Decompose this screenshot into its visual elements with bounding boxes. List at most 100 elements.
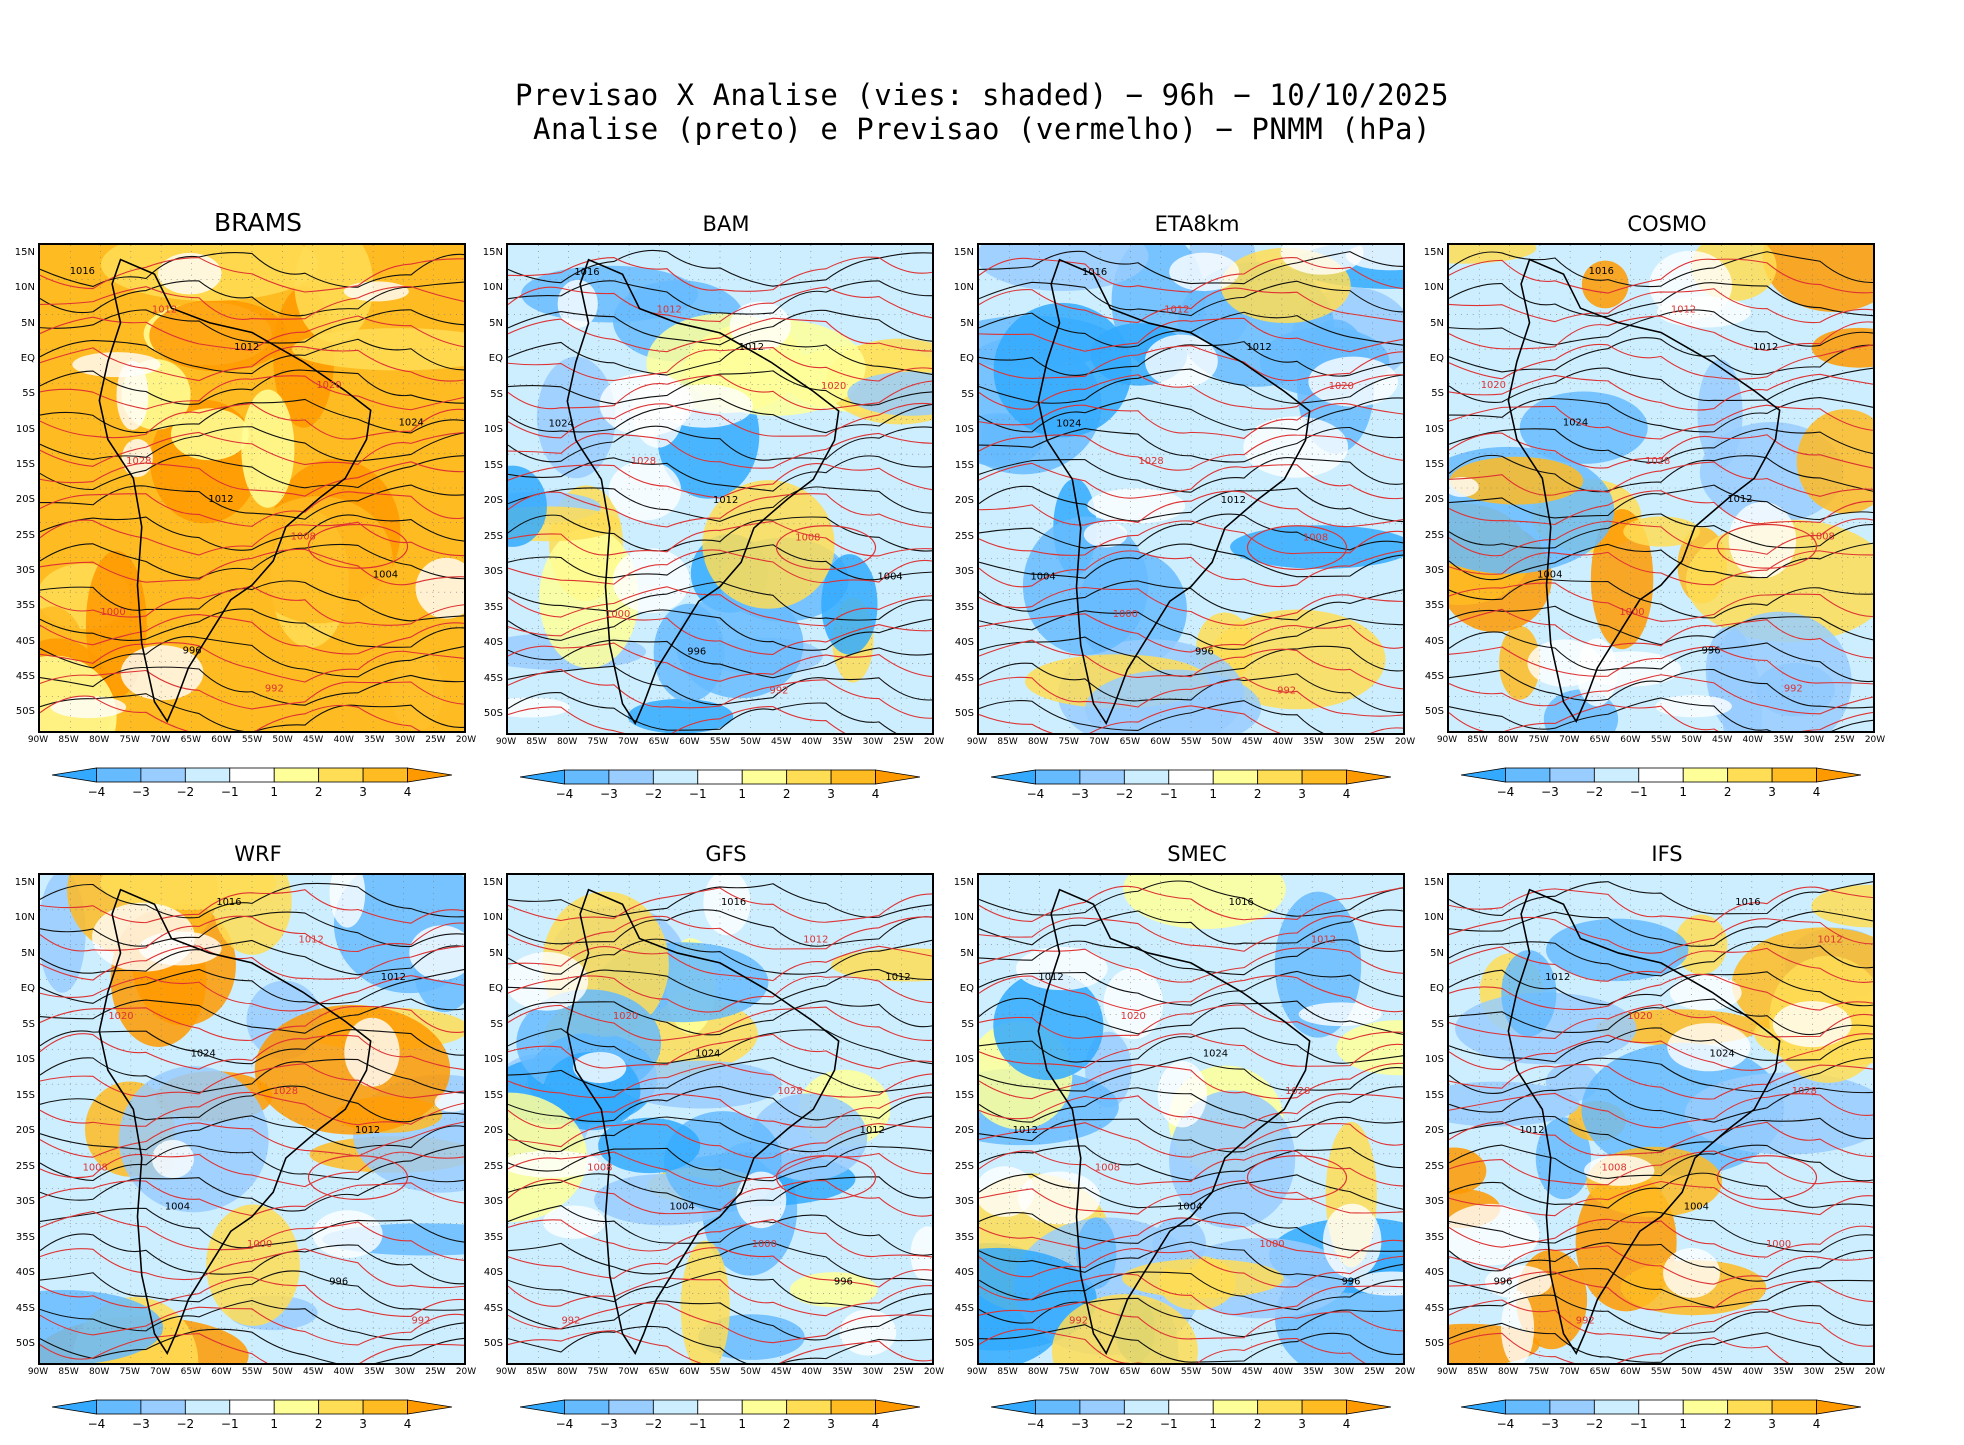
forecast-isobar bbox=[508, 1062, 932, 1099]
isobar-label: 1024 bbox=[191, 1049, 216, 1060]
colorbar-swatch bbox=[1079, 1399, 1125, 1415]
isobar-label: 992 bbox=[561, 1315, 580, 1326]
isobar-label: 1028 bbox=[126, 456, 151, 467]
forecast-isobar bbox=[508, 668, 932, 719]
lat-tick-label: 25S bbox=[15, 529, 35, 541]
forecast-isobar bbox=[508, 317, 932, 353]
lon-tick-label: 50W bbox=[740, 1367, 761, 1377]
forecast-isobar bbox=[40, 1033, 464, 1071]
lon-tick-label: 45W bbox=[302, 1367, 324, 1377]
lat-tick-label: EQ bbox=[1429, 983, 1444, 995]
colorbar-label: 2 bbox=[782, 1417, 791, 1431]
forecast-isobar bbox=[1449, 1121, 1873, 1158]
lon-tick-label: 40W bbox=[333, 735, 354, 745]
isobar-label: 1008 bbox=[587, 1163, 612, 1174]
colorbar-swatch bbox=[52, 1399, 97, 1415]
isobar-label: 996 bbox=[1702, 646, 1721, 657]
analysis-isobar bbox=[40, 514, 464, 551]
bias-blob bbox=[294, 245, 374, 343]
colorbar-label: −2 bbox=[1585, 1417, 1604, 1431]
analysis-isobar bbox=[508, 1028, 932, 1065]
colorbar-label: −1 bbox=[220, 1417, 239, 1431]
forecast-isobar bbox=[1449, 916, 1873, 954]
continent-outline bbox=[1507, 888, 1781, 1355]
colorbar-label: −2 bbox=[1115, 1417, 1134, 1431]
lat-tick-label: 40S bbox=[954, 637, 974, 649]
analysis-isobar bbox=[979, 970, 1403, 1006]
bias-blob bbox=[680, 1240, 730, 1363]
forecast-isobar bbox=[508, 706, 846, 733]
colorbar-swatch bbox=[96, 767, 142, 783]
lat-tick-label: 10N bbox=[953, 282, 974, 294]
analysis-isobar bbox=[508, 1173, 932, 1211]
isobar-label: 1016 bbox=[1229, 897, 1254, 908]
forecast-isobar bbox=[40, 1005, 464, 1041]
figure-title-line2: Analise (preto) e Previsao (vermelho) − … bbox=[533, 112, 1431, 146]
lon-tick-label: 85W bbox=[1467, 735, 1488, 745]
lon-tick-label: 20W bbox=[1864, 735, 1886, 745]
analysis-isobar bbox=[979, 580, 1403, 621]
neutral-blob bbox=[120, 645, 204, 701]
forecast-isobar bbox=[979, 462, 1403, 500]
lat-tick-label: 35S bbox=[954, 601, 974, 613]
colorbar-swatch bbox=[786, 1399, 832, 1415]
lat-tick-label: 10N bbox=[1423, 912, 1444, 924]
colorbar-swatch bbox=[1638, 767, 1684, 783]
forecast-isobar bbox=[1449, 1092, 1873, 1129]
lon-tick-label: 85W bbox=[526, 1367, 547, 1377]
analysis-isobar bbox=[508, 883, 932, 919]
analysis-isobar bbox=[1449, 309, 1873, 347]
colorbar-swatch bbox=[1346, 769, 1391, 785]
lat-tick-label: 15S bbox=[483, 1089, 503, 1101]
neutral-blob bbox=[1015, 946, 1108, 991]
panel-ifs: IFS 1016 1012 1012 1020 1024 1028 1012 1008 1004 1… bbox=[1424, 842, 1887, 1445]
lon-tick-label: 55W bbox=[709, 737, 731, 747]
isobar-label: 1000 bbox=[1766, 1239, 1791, 1250]
lon-tick-label: 65W bbox=[648, 1367, 670, 1377]
lon-tick-label: 65W bbox=[1119, 737, 1141, 747]
forecast-isobar bbox=[979, 885, 1403, 922]
analysis-isobar bbox=[979, 280, 1403, 317]
analysis-isobar bbox=[1449, 1294, 1873, 1334]
isobar-label: 1012 bbox=[860, 1125, 885, 1136]
forecast-isobar bbox=[508, 975, 932, 1013]
colorbar-swatch bbox=[273, 1399, 320, 1415]
forecast-isobar bbox=[979, 705, 1403, 733]
isobar-label: 1016 bbox=[1735, 897, 1760, 908]
lon-tick-label: 45W bbox=[1241, 1367, 1263, 1377]
forecast-isobar bbox=[40, 1306, 464, 1346]
analysis-isobar bbox=[508, 280, 932, 315]
isobar-label: 996 bbox=[687, 647, 706, 658]
lat-tick-label: 20S bbox=[1424, 1125, 1444, 1137]
lon-tick-label: 90W bbox=[27, 1367, 49, 1377]
analysis-isobar bbox=[508, 639, 932, 679]
forecast-isobar bbox=[508, 1219, 932, 1258]
bias-map: 1016 1012 1012 1020 1024 1028 1012 1008 1004 1000… bbox=[38, 873, 466, 1365]
lon-tick-label: 75W bbox=[1528, 1367, 1549, 1377]
analysis-isobar bbox=[979, 1241, 1403, 1282]
bias-blob bbox=[284, 628, 464, 731]
lon-tick-label: 35W bbox=[1303, 737, 1324, 747]
bias-blob bbox=[1122, 1258, 1284, 1299]
colorbar-label: 2 bbox=[1723, 785, 1732, 799]
lat-tick-label: 20S bbox=[954, 1125, 974, 1137]
forecast-isobar bbox=[1449, 1004, 1873, 1040]
lat-tick-label: 5N bbox=[21, 947, 35, 959]
colorbar-swatch bbox=[875, 769, 920, 785]
bias-blob bbox=[1336, 1020, 1403, 1076]
analysis-isobar bbox=[40, 1029, 464, 1065]
neutral-blob bbox=[1667, 1023, 1751, 1072]
continent-outline bbox=[1507, 258, 1781, 723]
isobar-label: 1012 bbox=[381, 972, 406, 983]
forecast-isobar bbox=[1449, 674, 1873, 715]
lon-tick-label: 80W bbox=[1027, 737, 1049, 747]
lat-tick-label: 35S bbox=[15, 600, 35, 612]
lon-tick-label: 85W bbox=[58, 1367, 79, 1377]
lon-tick-label: 40W bbox=[1272, 1367, 1293, 1377]
neutral-blob bbox=[1298, 1002, 1382, 1027]
lon-tick-label: 60W bbox=[1620, 735, 1641, 745]
lon-tick-label: 20W bbox=[923, 737, 945, 747]
bias-blob bbox=[149, 299, 288, 372]
forecast-isobar bbox=[40, 431, 464, 467]
analysis-isobar bbox=[508, 309, 932, 346]
